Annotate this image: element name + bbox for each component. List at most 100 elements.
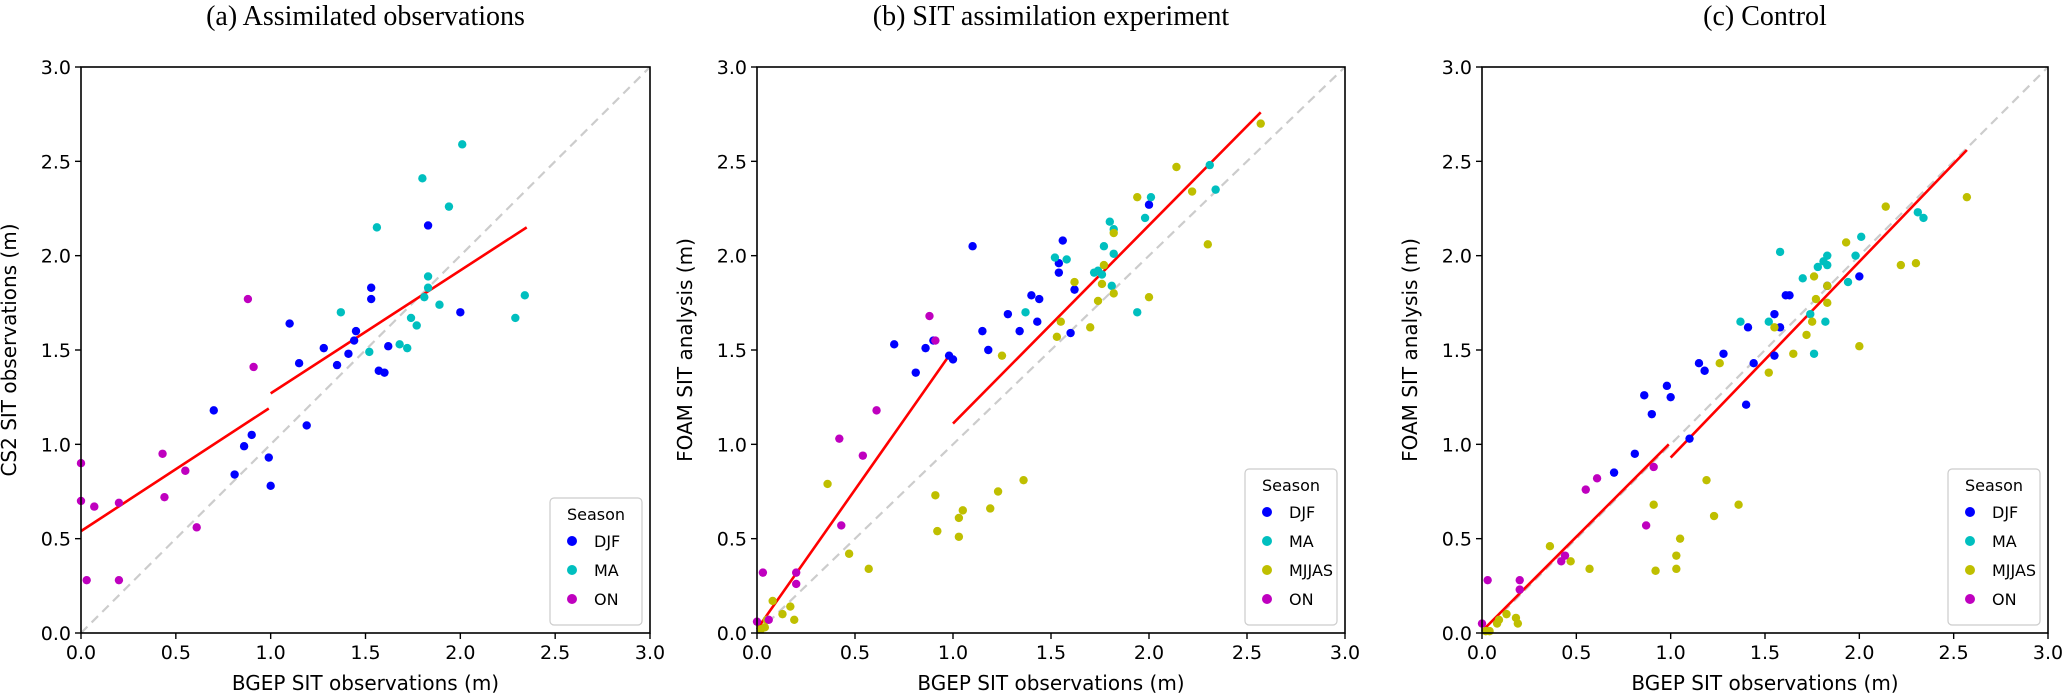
x-tick-label: 0.5 — [1561, 642, 1591, 664]
panel-c: (c) Control 0.0 0.5 1.0 1.5 2.0 2.5 3.0 0.0 0.5 1.… — [1398, 1, 2063, 695]
data-point — [1109, 249, 1118, 258]
legend-label-djf: DJF — [1289, 503, 1315, 522]
legend-marker-on — [1262, 594, 1272, 604]
y-tick-label: 0.5 — [717, 529, 747, 551]
data-point — [933, 526, 942, 536]
data-point — [1052, 332, 1062, 341]
data-point — [1694, 359, 1704, 368]
data-point — [1785, 291, 1794, 300]
data-point — [1770, 323, 1779, 332]
legend: Season DJF MA MJJAS ON — [1244, 468, 1338, 626]
data-point — [294, 359, 304, 368]
legend-marker-mjjas — [1262, 565, 1272, 575]
data-point — [1843, 277, 1853, 287]
legend-title: Season — [567, 505, 625, 524]
series-mjjas — [756, 119, 1265, 634]
data-point — [1256, 119, 1265, 128]
y-tick-label: 0.5 — [41, 529, 71, 551]
data-point — [1709, 511, 1719, 521]
data-point — [1097, 270, 1107, 279]
data-point — [1855, 342, 1864, 351]
y-tick-label: 0.0 — [717, 623, 747, 645]
data-point — [1097, 279, 1107, 289]
data-point — [986, 504, 995, 513]
legend-marker-ma — [1965, 536, 1975, 546]
data-point — [768, 596, 777, 606]
data-point — [160, 492, 169, 502]
data-point — [1855, 272, 1864, 281]
data-point — [264, 453, 273, 462]
data-point — [1027, 291, 1036, 300]
data-point — [444, 202, 454, 211]
data-point — [837, 521, 846, 530]
data-point — [792, 579, 801, 589]
x-tick-label: 0.5 — [840, 642, 870, 664]
x-tick-label: 2.5 — [540, 642, 570, 664]
one-to-one-line — [80, 66, 651, 634]
data-point — [1070, 285, 1079, 294]
data-point — [1813, 262, 1823, 272]
data-point — [456, 308, 465, 317]
data-point — [958, 506, 967, 515]
data-point — [1798, 274, 1807, 283]
data-point — [1802, 330, 1811, 340]
data-point — [1811, 294, 1821, 304]
y-tick-label: 3.0 — [1442, 57, 1472, 79]
data-point — [1896, 260, 1906, 270]
data-point — [1107, 281, 1116, 291]
legend-title: Season — [1262, 476, 1320, 495]
data-point — [931, 336, 940, 345]
data-point — [1823, 298, 1832, 308]
legend-label-ma: MA — [1289, 532, 1314, 551]
data-point — [1146, 192, 1156, 202]
data-point — [1109, 228, 1118, 238]
data-point — [351, 326, 361, 336]
y-tick-label: 0.0 — [41, 623, 71, 645]
data-point — [948, 355, 958, 364]
data-point — [82, 575, 91, 585]
data-point — [1734, 500, 1743, 509]
data-point — [1566, 557, 1575, 566]
x-tick-label: 1.5 — [1036, 642, 1066, 664]
data-point — [1741, 400, 1751, 409]
one-to-one-line — [1481, 66, 2049, 634]
data-point — [1764, 368, 1773, 377]
series-ma — [1021, 160, 1220, 317]
x-tick-label: 1.5 — [1750, 642, 1780, 664]
data-point — [1821, 317, 1830, 326]
data-point — [423, 272, 433, 281]
data-point — [790, 615, 799, 624]
regression-line-1 — [1481, 443, 1670, 633]
y-tick-label: 1.0 — [717, 434, 747, 456]
legend-box — [549, 497, 643, 626]
data-point — [1749, 359, 1758, 368]
data-point — [192, 523, 201, 532]
legend-label-on: ON — [1289, 590, 1314, 609]
legend-title: Season — [1965, 476, 2023, 495]
series-mjjas — [1481, 192, 1972, 636]
data-point — [1056, 317, 1066, 326]
data-point — [365, 347, 374, 357]
regression-line-1 — [755, 354, 951, 630]
data-point — [1823, 260, 1832, 270]
data-point — [181, 466, 190, 475]
data-point — [984, 345, 993, 355]
legend-label-on: ON — [594, 590, 619, 609]
data-point — [384, 342, 393, 351]
data-point — [1806, 309, 1815, 319]
data-point — [993, 487, 1003, 496]
data-point — [1809, 349, 1819, 358]
data-point — [1021, 308, 1030, 317]
data-point — [1640, 391, 1649, 400]
data-point — [1062, 255, 1071, 264]
legend-marker-ma — [1262, 536, 1272, 546]
data-point — [511, 313, 520, 323]
data-point — [349, 336, 359, 345]
legend-label-mjjas: MJJAS — [1289, 561, 1333, 580]
data-point — [954, 513, 964, 523]
x-tick-label: 0.0 — [1467, 642, 1497, 664]
series-on — [752, 311, 940, 626]
data-point — [406, 313, 416, 323]
data-point — [366, 283, 376, 292]
